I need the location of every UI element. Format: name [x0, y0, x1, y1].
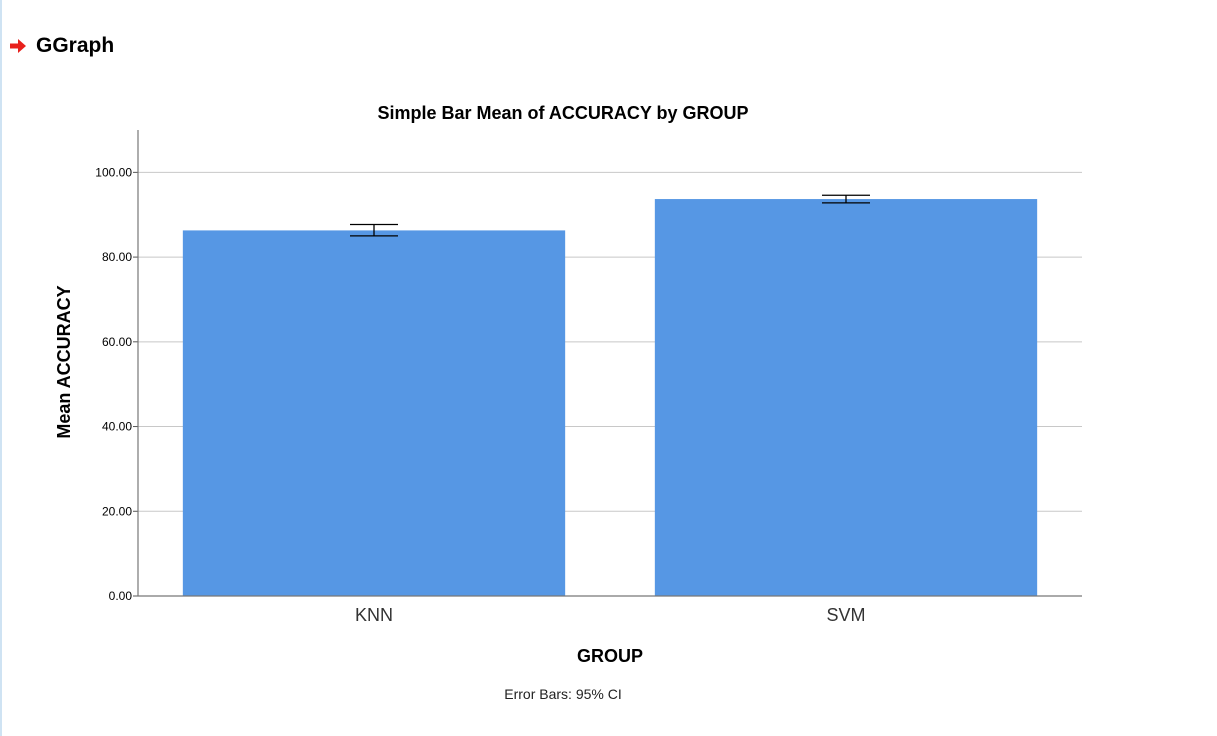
x-category-labels: KNN SVM	[355, 605, 866, 625]
chart-title: Simple Bar Mean of ACCURACY by GROUP	[377, 103, 748, 123]
left-border	[0, 0, 2, 736]
axes	[133, 130, 1082, 597]
bar-knn	[182, 230, 566, 596]
y-tick-label: 80.00	[102, 250, 132, 264]
y-tick-label: 40.00	[102, 420, 132, 434]
bar-svm	[654, 199, 1038, 596]
y-tick-label: 20.00	[102, 504, 132, 518]
x-category-label: SVM	[826, 605, 865, 625]
y-tick-label: 100.00	[95, 165, 132, 179]
section-title: GGraph	[36, 34, 115, 57]
y-axis-title: Mean ACCURACY	[54, 285, 74, 438]
y-tick-label: 0.00	[109, 589, 133, 603]
bars	[182, 199, 1038, 596]
error-bar-footnote: Error Bars: 95% CI	[504, 686, 621, 702]
error-bars	[350, 194, 870, 237]
x-axis-title: GROUP	[577, 646, 643, 666]
arrow-right-icon	[10, 39, 26, 53]
y-tick-label: 60.00	[102, 335, 132, 349]
output-section-header[interactable]: GGraph	[10, 33, 114, 59]
y-tick-labels: 0.00 20.00 40.00 60.00 80.00 100.00	[95, 165, 132, 603]
x-category-label: KNN	[355, 605, 393, 625]
